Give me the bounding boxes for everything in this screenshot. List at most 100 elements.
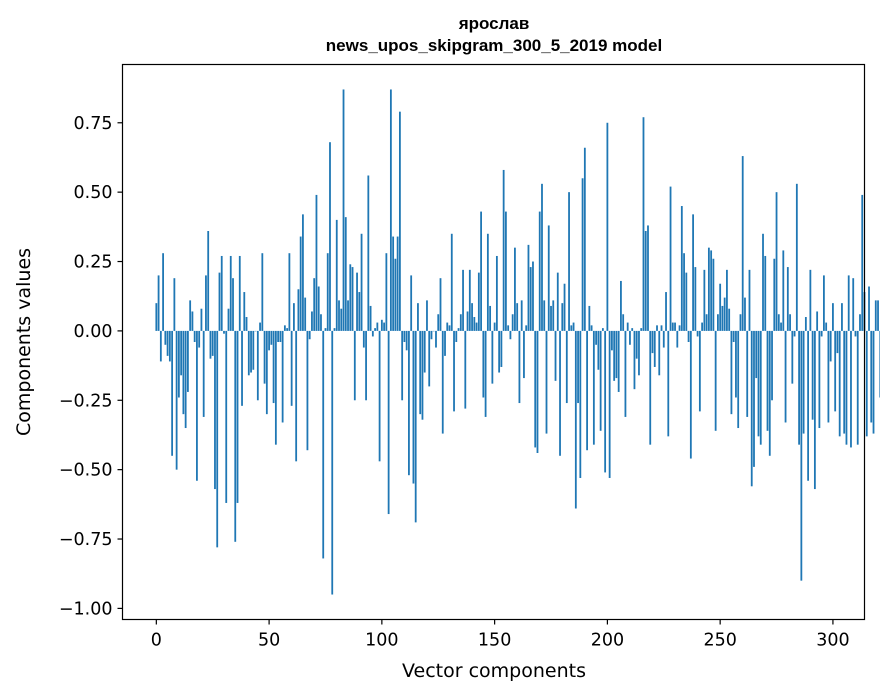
bar-35	[234, 330, 237, 542]
y-tick-label: −0.50	[59, 461, 113, 481]
bar-139	[468, 269, 471, 331]
bar-147	[486, 233, 489, 331]
bar-163	[523, 330, 525, 379]
bar-320	[877, 300, 879, 331]
bar-103	[387, 330, 390, 515]
bar-176	[552, 300, 555, 331]
bar-67	[306, 330, 309, 451]
bar-199	[604, 330, 607, 473]
bar-235	[685, 272, 688, 331]
bar-232	[678, 325, 681, 331]
bar-17	[193, 330, 196, 342]
bar-206	[620, 280, 622, 331]
y-tick-label: 0.75	[74, 114, 113, 134]
bar-68	[308, 330, 311, 340]
bar-208	[624, 330, 627, 417]
bar-97	[374, 328, 376, 331]
bar-148	[489, 305, 492, 331]
bar-274	[773, 258, 776, 331]
bar-10	[177, 330, 180, 398]
bar-30	[223, 330, 225, 334]
bar-79	[333, 328, 336, 331]
bar-189	[581, 178, 584, 331]
bar-309	[852, 278, 855, 331]
bar-167	[532, 261, 534, 331]
bar-128	[444, 330, 446, 356]
bar-37	[238, 255, 241, 331]
bar-69	[311, 311, 313, 331]
bar-319	[874, 300, 877, 331]
bar-55	[279, 330, 282, 342]
bar-161	[518, 330, 521, 404]
bar-265	[753, 330, 755, 467]
bar-75	[324, 328, 327, 331]
bar-36	[236, 330, 239, 503]
bar-186	[574, 330, 577, 509]
bar-70	[313, 278, 316, 331]
bar-286	[800, 330, 803, 581]
bar-122	[430, 330, 433, 340]
bar-109	[401, 330, 404, 401]
bar-267	[757, 330, 760, 437]
bar-183	[568, 192, 570, 331]
bar-series	[155, 89, 880, 595]
bar-173	[545, 330, 548, 434]
bar-261	[744, 297, 746, 331]
bar-198	[601, 328, 604, 331]
bar-190	[583, 147, 586, 331]
bar-89	[356, 272, 358, 331]
bar-276	[777, 314, 780, 331]
bar-217	[644, 231, 647, 331]
bar-34	[232, 278, 234, 331]
bar-88	[353, 330, 356, 401]
bar-143	[477, 272, 480, 331]
x-tick-label: 100	[365, 631, 398, 651]
bar-15	[189, 300, 192, 331]
bar-130	[448, 325, 451, 331]
bar-86	[349, 264, 352, 331]
bar-313	[861, 194, 864, 331]
bar-251	[721, 305, 724, 331]
bar-203	[613, 330, 616, 381]
bar-149	[491, 330, 494, 384]
bar-283	[793, 330, 796, 337]
bar-240	[696, 330, 699, 337]
bar-158	[511, 314, 514, 331]
bar-229	[671, 322, 674, 331]
x-axis-ticks: 0 50 100 150 200 250 300	[151, 619, 850, 651]
bar-268	[759, 330, 762, 445]
bar-278	[782, 250, 785, 331]
bar-238	[692, 214, 694, 331]
bar-273	[771, 330, 773, 401]
bar-170	[538, 211, 541, 331]
bar-293	[816, 311, 819, 331]
y-tick-label: 0.50	[74, 183, 113, 203]
bar-115	[414, 330, 417, 523]
bar-205	[617, 330, 620, 392]
bar-263	[748, 269, 751, 331]
bar-56	[281, 330, 284, 423]
bar-166	[529, 267, 532, 331]
bar-171	[541, 183, 543, 331]
bar-316	[868, 286, 870, 331]
bar-275	[775, 192, 778, 331]
bar-266	[755, 330, 758, 379]
bar-272	[768, 330, 771, 456]
bar-19	[198, 330, 201, 348]
bar-83	[342, 89, 345, 331]
bar-299	[829, 330, 832, 362]
bar-281	[789, 314, 791, 331]
bar-246	[710, 250, 713, 331]
bar-218	[647, 225, 649, 331]
bar-253	[726, 269, 728, 331]
bar-236	[687, 330, 690, 342]
bar-250	[719, 283, 722, 331]
bar-249	[717, 314, 719, 331]
bar-310	[854, 330, 857, 337]
bar-150	[493, 322, 496, 331]
bar-11	[180, 330, 183, 376]
bar-301	[834, 330, 837, 412]
bar-121	[428, 330, 431, 387]
bar-132	[453, 330, 455, 412]
